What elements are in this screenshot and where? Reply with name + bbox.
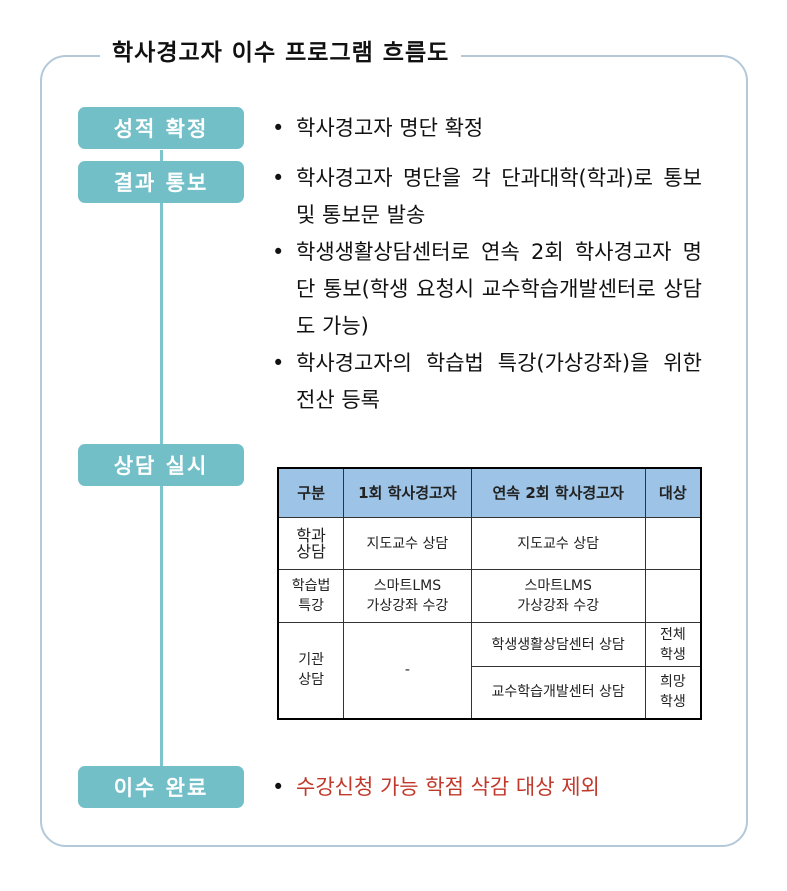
bullet-text: 수강신청 가능 학점 삭감 대상 제외: [296, 775, 600, 799]
cell: 스마트LMS 가상강좌 수강: [470, 569, 646, 623]
bullet-item: • 학사경고자 명단 확정: [272, 110, 702, 147]
header-cell: 구분: [277, 467, 345, 518]
cell: [644, 569, 702, 623]
bullet-item: • 학생생활상담센터로 연속 2회 학사경고자 명단 통보(학생 요청시 교수학습…: [272, 234, 702, 345]
stage-counseling: 상담 실시: [78, 444, 244, 486]
cell: 지도교수 상담: [470, 517, 646, 570]
bullet-text: 학사경고자 명단 확정: [296, 116, 484, 140]
header-cell: 1회 학사경고자: [343, 467, 472, 518]
cell: [644, 517, 702, 570]
bullet-text: 학사경고자 명단을 각 단과대학(학과)로 통보 및 통보문 발송: [296, 166, 702, 227]
table-row: 기관 상담 - 학생생활상담센터 상담 전체 학생: [277, 622, 702, 719]
diagram-title: 학사경고자 이수 프로그램 흐름도: [100, 36, 462, 70]
cell: 희망 학생: [644, 666, 702, 719]
cell: -: [343, 622, 472, 719]
bullet-item: • 학사경고자의 학습법 특강(가상강좌)을 위한 전산 등록: [272, 345, 702, 419]
bullet-item: • 학사경고자 명단을 각 단과대학(학과)로 통보 및 통보문 발송: [272, 160, 702, 234]
cell: 스마트LMS 가상강좌 수강: [343, 569, 472, 623]
cell: 지도교수 상담: [343, 517, 472, 570]
bullet-text: 학사경고자의 학습법 특강(가상강좌)을 위한 전산 등록: [296, 351, 702, 412]
table-header-row: 구분 1회 학사경고자 연속 2회 학사경고자 대상: [277, 467, 702, 518]
row-label: 기관 상담: [277, 622, 345, 719]
stage-completion: 이수 완료: [78, 766, 244, 808]
cell: 교수학습개발센터 상담: [470, 666, 646, 719]
counseling-table: 구분 1회 학사경고자 연속 2회 학사경고자 대상 학과 상담 지도교수 상담…: [277, 467, 702, 720]
table-row: 학습법 특강 스마트LMS 가상강좌 수강 스마트LMS 가상강좌 수강: [277, 569, 702, 623]
bullet-text: 학생생활상담센터로 연속 2회 학사경고자 명단 통보(학생 요청시 교수학습개…: [296, 240, 702, 338]
table-row: 교수학습개발센터 상담 희망 학생: [278, 666, 702, 719]
bullet-item: • 수강신청 가능 학점 삭감 대상 제외: [272, 769, 702, 806]
stage-grade-confirm: 성적 확정: [78, 107, 244, 149]
cell: 학생생활상담센터 상담: [470, 622, 646, 667]
header-cell: 연속 2회 학사경고자: [470, 467, 646, 518]
stage-result-notice: 결과 통보: [78, 161, 244, 203]
cell: 전체 학생: [644, 622, 702, 667]
row-label: 학습법 특강: [277, 569, 345, 623]
header-cell: 대상: [644, 467, 702, 518]
table-row: 학과 상담 지도교수 상담 지도교수 상담: [277, 517, 702, 570]
row-label: 학과 상담: [277, 517, 345, 570]
